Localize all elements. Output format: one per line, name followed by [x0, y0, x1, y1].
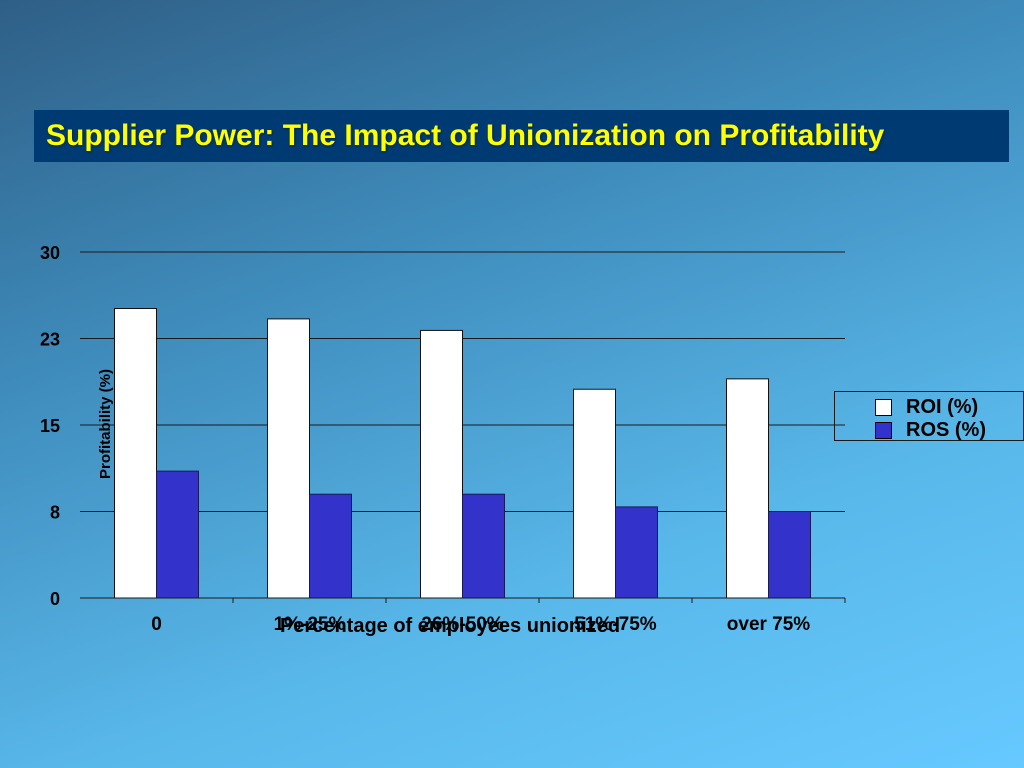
- bar-roi-0: [114, 308, 157, 599]
- y-tick-label: 30: [40, 243, 60, 263]
- x-tick-label: 26%-50%: [421, 614, 503, 635]
- title-banner: Supplier Power: The Impact of Unionizati…: [34, 110, 1009, 162]
- chart-legend: ROI (%) ROS (%): [834, 391, 1024, 441]
- bar-ros-2: [462, 493, 505, 599]
- bar-roi-3: [573, 388, 616, 599]
- bar-roi-4: [726, 378, 769, 599]
- bars: [114, 308, 811, 599]
- legend-item-ros: ROS (%): [875, 419, 986, 442]
- slide-title: Supplier Power: The Impact of Unionizati…: [46, 119, 885, 152]
- y-tick-label: 23: [40, 330, 60, 350]
- y-axis-label: Profitability (%): [97, 369, 114, 479]
- legend-swatch-ros: [875, 422, 892, 439]
- bar-ros-3: [615, 506, 658, 599]
- legend-item-roi: ROI (%): [875, 396, 978, 419]
- x-tick-label: 0: [151, 614, 162, 635]
- y-axis-ticks: 0 8 15 23 30: [40, 243, 60, 609]
- legend-label-ros: ROS (%): [906, 419, 986, 441]
- bar-ros-4: [768, 511, 811, 599]
- x-tick-label: 1%-25%: [274, 614, 346, 635]
- bar-ros-1: [309, 493, 352, 599]
- y-tick-label: 15: [40, 416, 60, 436]
- y-tick-label: 0: [50, 589, 60, 609]
- x-axis-ticks: 0 1%-25% 26%-50% 51%-75% over 75%: [151, 598, 846, 635]
- bar-ros-0: [156, 470, 199, 599]
- legend-label-roi: ROI (%): [906, 396, 979, 418]
- bar-roi-1: [267, 318, 310, 599]
- legend-swatch-roi: [875, 399, 892, 416]
- y-tick-label: 8: [50, 503, 60, 523]
- x-axis-label: Percentage of employees unionized: [280, 615, 620, 637]
- x-tick-label: 51%-75%: [574, 614, 656, 635]
- x-tick-label: over 75%: [727, 614, 811, 635]
- bar-roi-2: [420, 329, 463, 599]
